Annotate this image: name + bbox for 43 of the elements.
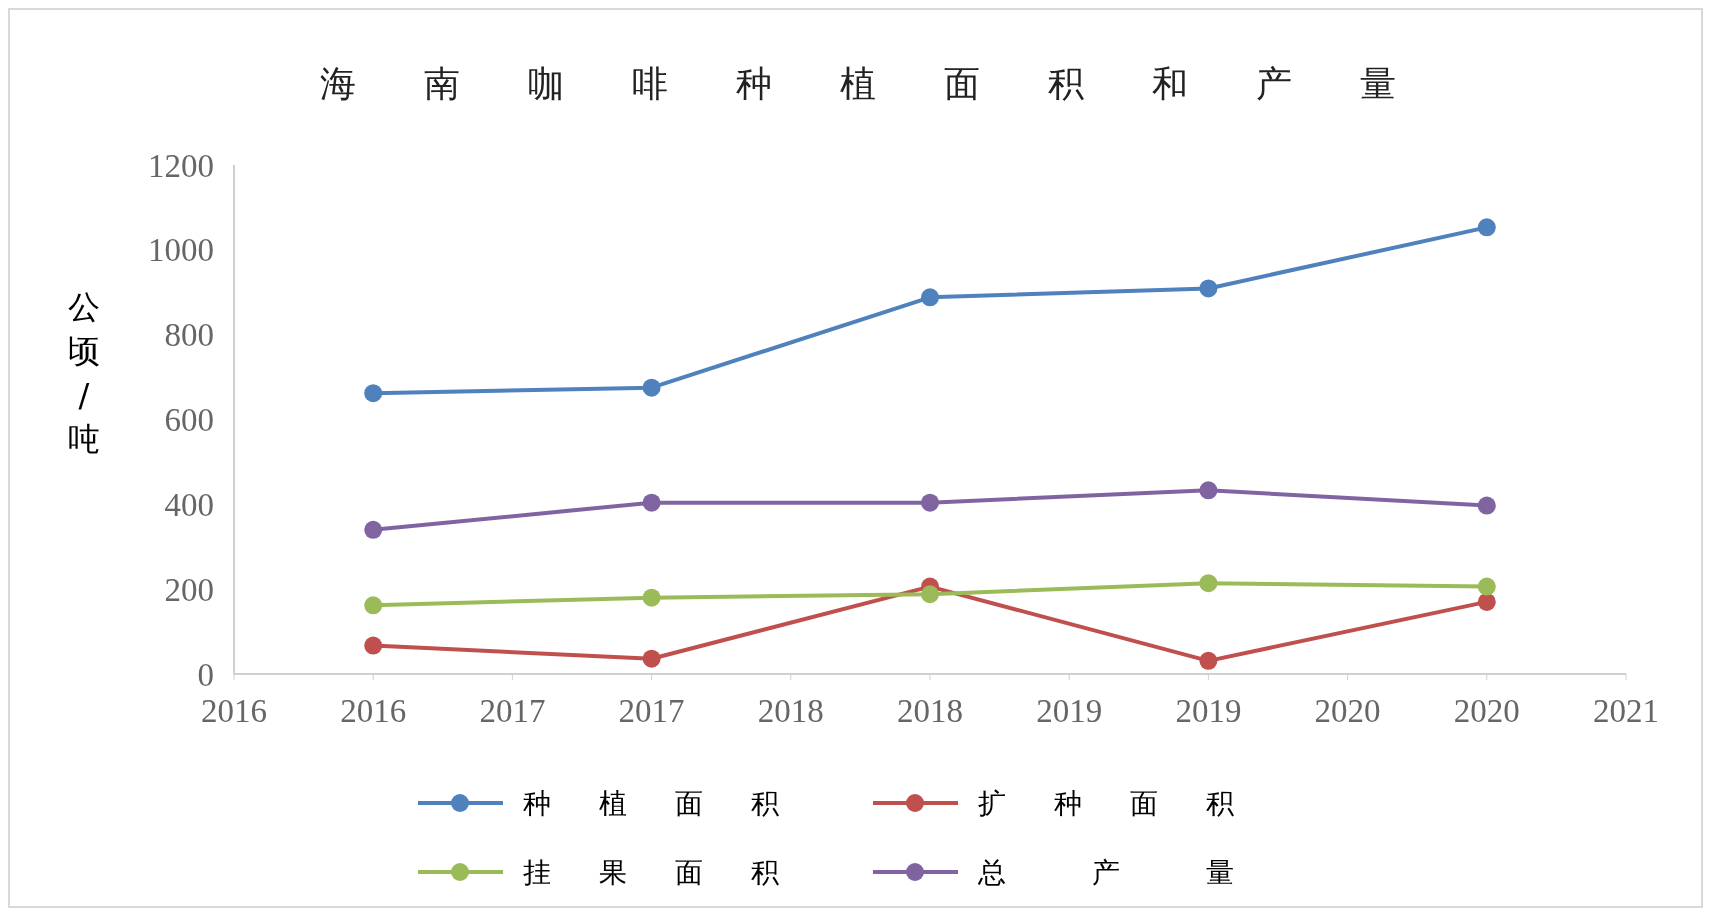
y-tick-label: 400 (164, 486, 214, 523)
y-tick-label: 1200 (148, 147, 214, 184)
legend-label: 种植面积 (523, 786, 827, 820)
chart-title: 海南咖啡种植面积和产量 (320, 63, 1396, 104)
point (1199, 279, 1218, 298)
point (921, 585, 939, 604)
point (364, 384, 383, 403)
x-tick-label: 2018 (757, 693, 824, 729)
y-tick-label: 0 (197, 656, 214, 693)
point (1199, 574, 1218, 593)
x-tick-label: 2017 (479, 693, 546, 729)
point (642, 493, 661, 512)
y-tick-label: 200 (164, 571, 214, 608)
x-tick-label: 2017 (618, 693, 685, 729)
y-axis-title: 公顷/吨 (68, 288, 100, 458)
point (1477, 496, 1496, 515)
y-tick-label: 600 (164, 402, 214, 439)
point (364, 520, 383, 539)
y-tick-label: 1000 (148, 232, 214, 269)
legend-label: 挂果面积 (523, 855, 827, 889)
point (1477, 592, 1496, 611)
point (642, 588, 661, 607)
x-tick-label: 2019 (1175, 693, 1242, 729)
legend-label: 扩种面积 (978, 786, 1282, 820)
x-tick-label: 2021 (1593, 693, 1659, 729)
y-tick-label: 800 (164, 317, 214, 354)
x-tick-label: 2016 (201, 693, 267, 729)
point (1477, 577, 1496, 596)
point (921, 288, 939, 307)
x-tick-label: 2020 (1453, 693, 1520, 729)
point (364, 636, 383, 655)
point (364, 596, 383, 615)
x-tick-label: 2019 (1036, 693, 1103, 729)
x-tick-label: 2018 (897, 693, 963, 729)
legend-label: 总产量 (977, 855, 1320, 889)
point (1477, 218, 1496, 237)
point (921, 493, 939, 512)
point (642, 649, 661, 668)
x-tick-label: 2020 (1314, 693, 1381, 729)
point (642, 378, 661, 397)
x-tick-label: 2016 (340, 693, 407, 729)
point (1199, 651, 1218, 670)
point (1199, 481, 1218, 500)
